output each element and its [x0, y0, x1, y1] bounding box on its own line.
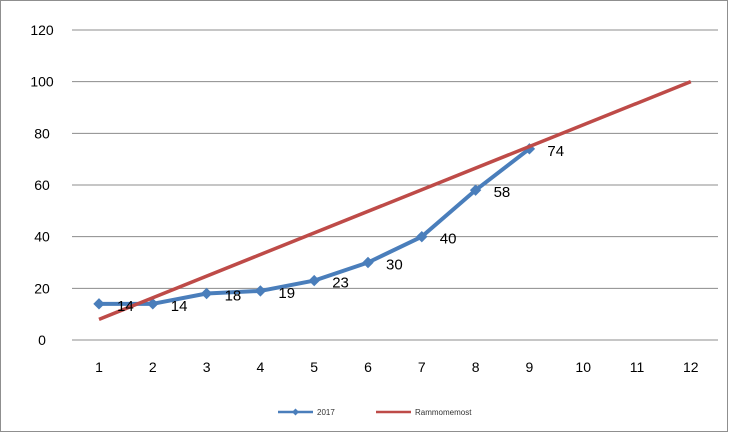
data-label: 74 [547, 143, 564, 160]
legend: 2017 Rammomemost [278, 408, 472, 417]
y-tick-label: 40 [34, 229, 50, 245]
x-axis-tick-labels: 1 2 3 4 5 6 7 8 9 10 11 12 [95, 359, 699, 375]
x-tick-label: 6 [364, 359, 372, 375]
legend-2017-marker [292, 408, 299, 416]
x-tick-label: 9 [526, 359, 534, 375]
x-tick-label: 1 [95, 359, 103, 375]
series-2017-point [93, 298, 105, 310]
series-layer [93, 80, 692, 321]
data-label: 14 [171, 298, 188, 315]
series-2017-point [308, 274, 320, 287]
y-tick-label: 100 [30, 74, 54, 90]
x-tick-label: 5 [310, 359, 318, 375]
y-tick-label: 60 [34, 177, 50, 193]
data-label: 14 [117, 298, 134, 315]
data-label: 23 [332, 275, 349, 292]
x-tick-label: 2 [149, 359, 157, 375]
y-tick-label: 80 [34, 125, 50, 141]
series-rammomemost-line [98, 80, 692, 321]
series-2017-point [416, 230, 428, 243]
x-tick-label: 3 [203, 359, 211, 375]
data-label: 18 [225, 288, 242, 305]
x-tick-label: 8 [472, 359, 480, 375]
data-labels: 14 14 18 19 23 30 40 58 74 [117, 143, 564, 315]
x-tick-label: 7 [418, 359, 426, 375]
y-axis-tick-labels: 0 20 40 60 80 100 120 [30, 22, 54, 348]
x-tick-label: 10 [575, 359, 591, 375]
data-label: 40 [440, 231, 457, 248]
y-tick-label: 20 [34, 280, 50, 296]
legend-rammomemost-label: Rammomemost [415, 408, 472, 417]
data-label: 19 [278, 285, 295, 302]
x-tick-label: 4 [257, 359, 265, 375]
series-2017-point [147, 298, 159, 310]
data-label: 58 [494, 184, 511, 201]
series-2017-point [254, 285, 267, 297]
x-tick-label: 11 [630, 359, 645, 375]
series-2017-point [362, 256, 374, 269]
x-tick-label: 12 [683, 359, 699, 375]
series-2017-point [469, 184, 482, 196]
y-tick-label: 120 [30, 22, 54, 38]
y-tick-label: 0 [38, 332, 46, 348]
series-2017-point [200, 287, 213, 300]
gridlines [72, 29, 718, 341]
legend-2017-label: 2017 [317, 408, 335, 417]
data-label: 30 [386, 257, 403, 274]
